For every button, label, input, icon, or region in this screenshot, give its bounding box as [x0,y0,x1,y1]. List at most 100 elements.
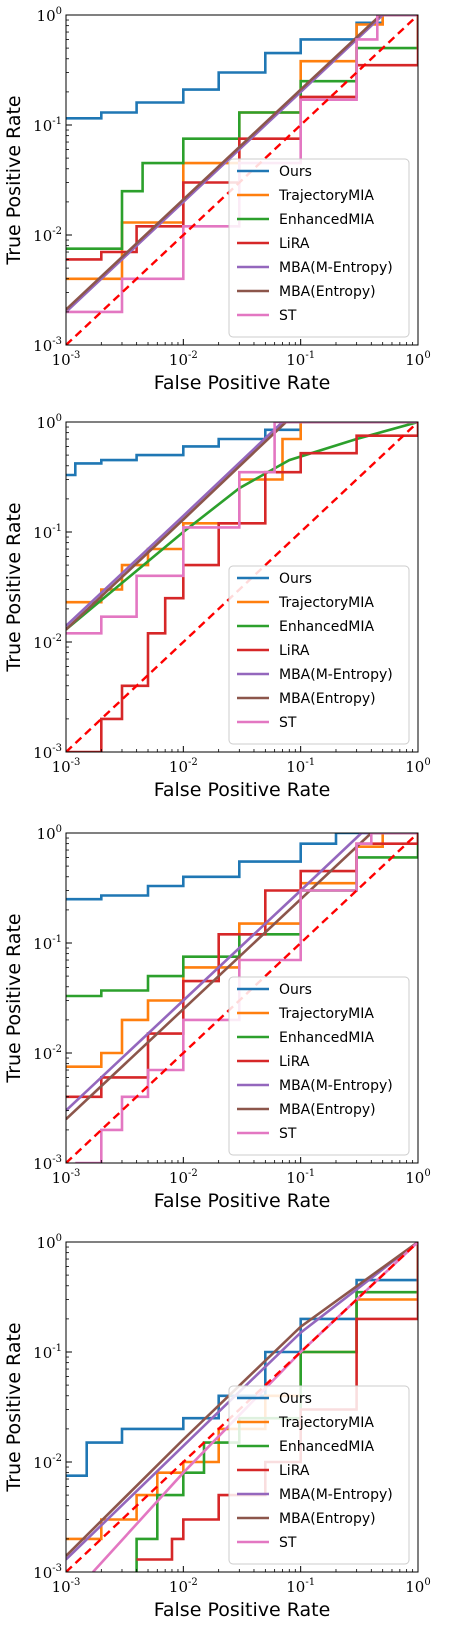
y-tick-label: 10-3 [33,336,62,355]
series-line-trajectorymia [66,833,418,1068]
roc-panel-1: 10-310-3 10-2 10-2 10-1 10-1 100 100 False Posi… [3,6,431,394]
x-tick-label: 10-3 [52,757,81,776]
x-tick-label: 10-2 [169,1168,198,1187]
legend-label: EnhancedMIA [279,619,374,635]
x-tick-label: 100 [405,1577,430,1596]
x-tick-label: 10-2 [169,757,198,776]
series-line-st [66,422,418,635]
legend: Ours TrajectoryMIA EnhancedMIA LiRA MBA(M-En… [228,565,410,745]
series-group [66,833,418,1163]
x-tick-label: 10-2 [169,1577,198,1596]
legend-label: TrajectoryMIA [278,595,374,611]
legend-label: MBA(Entropy) [279,284,376,300]
x-axis-label: False Positive Rate [154,1190,331,1212]
legend-label: ST [279,308,297,324]
legend-label: LiRA [279,236,310,252]
roc-panel-3: 10-310-3 10-2 10-2 10-1 10-1 100 100 False Posi… [3,824,431,1212]
legend-label: TrajectoryMIA [278,1006,374,1022]
x-tick-label: 10-3 [52,1577,81,1596]
legend-label: EnhancedMIA [279,1439,374,1455]
series-line-ours [66,833,418,901]
series-line-enhancedmia [66,833,418,998]
y-tick-label: 10-1 [33,116,62,135]
y-tick-label: 100 [37,413,62,432]
x-tick-label: 10-1 [286,1168,315,1187]
legend-label: MBA(M-Entropy) [279,1487,393,1503]
legend-label: EnhancedMIA [279,212,374,228]
y-tick-label: 100 [37,824,62,843]
plot-frame [65,832,419,1164]
x-tick-label: 100 [405,350,430,369]
series-line-mba-entropy [66,1242,418,1557]
legend-box [228,158,410,338]
series-group [66,15,418,345]
legend-label: EnhancedMIA [279,1030,374,1046]
series-line-mba-entropy [66,15,418,311]
legend: Ours TrajectoryMIA EnhancedMIA LiRA MBA(M-En… [228,976,410,1156]
legend-label: ST [279,1535,297,1551]
legend-label: LiRA [279,643,310,659]
x-tick-label: 10-3 [52,1168,81,1187]
x-tick-label: 10-1 [286,757,315,776]
y-tick-label: 10-1 [33,523,62,542]
y-tick-label: 10-3 [33,1563,62,1582]
y-tick-label: 10-2 [33,633,62,652]
y-axis-label: True Positive Rate [3,913,25,1083]
legend-label: MBA(M-Entropy) [279,1078,393,1094]
series-group [66,422,418,752]
x-tick-label: 100 [405,757,430,776]
y-tick-label: 100 [37,1233,62,1252]
legend-label: MBA(Entropy) [279,691,376,707]
legend-label: LiRA [279,1463,310,1479]
legend: Ours TrajectoryMIA EnhancedMIA LiRA MBA(M-En… [228,1385,410,1565]
legend-box [228,565,410,745]
series-line-mba-entropy [66,422,418,631]
y-tick-label: 10-3 [33,1154,62,1173]
legend-label: MBA(M-Entropy) [279,260,393,276]
plot-frame [65,421,419,753]
series-line-ours [66,15,418,120]
y-axis-label: True Positive Rate [3,502,25,672]
legend-label: ST [279,1126,297,1142]
x-tick-label: 10-2 [169,350,198,369]
y-axis-label: True Positive Rate [3,95,25,265]
x-axis-label: False Positive Rate [154,372,331,394]
y-tick-label: 10-1 [33,934,62,953]
y-axis-label: True Positive Rate [3,1322,25,1492]
roc-panel-4: 10-310-3 10-2 10-2 10-1 10-1 100 100 False Posi… [3,1233,431,1621]
legend-label: MBA(Entropy) [279,1511,376,1527]
x-tick-label: 10-1 [286,350,315,369]
series-line-mba-m-entropy [66,422,418,627]
legend-label: MBA(Entropy) [279,1102,376,1118]
x-axis-label: False Positive Rate [154,1599,331,1621]
roc-panel-2: 10-310-3 10-2 10-2 10-1 10-1 100 100 False Posi… [3,413,431,801]
x-tick-label: 100 [405,1168,430,1187]
y-tick-label: 10-2 [33,226,62,245]
plot-frame [65,14,419,346]
legend-label: Ours [279,1391,312,1407]
legend-label: Ours [279,571,312,587]
y-tick-label: 10-2 [33,1044,62,1063]
plot-frame [65,1241,419,1573]
legend-box [228,1385,410,1565]
legend-label: TrajectoryMIA [278,1415,374,1431]
series-line-mba-m-entropy [66,15,418,313]
legend-box [228,976,410,1156]
legend-label: ST [279,715,297,731]
series-line-ours [66,422,418,477]
legend-label: MBA(M-Entropy) [279,667,393,683]
legend-label: LiRA [279,1054,310,1070]
x-tick-label: 10-1 [286,1577,315,1596]
x-tick-label: 10-3 [52,350,81,369]
legend-label: Ours [279,982,312,998]
legend: Ours TrajectoryMIA EnhancedMIA LiRA MBA(M-En… [228,158,410,338]
y-tick-label: 100 [37,6,62,25]
y-tick-label: 10-3 [33,743,62,762]
legend-label: TrajectoryMIA [278,188,374,204]
y-tick-label: 10-1 [33,1343,62,1362]
series-line-st [75,833,418,1163]
legend-label: Ours [279,164,312,180]
y-tick-label: 10-2 [33,1453,62,1472]
